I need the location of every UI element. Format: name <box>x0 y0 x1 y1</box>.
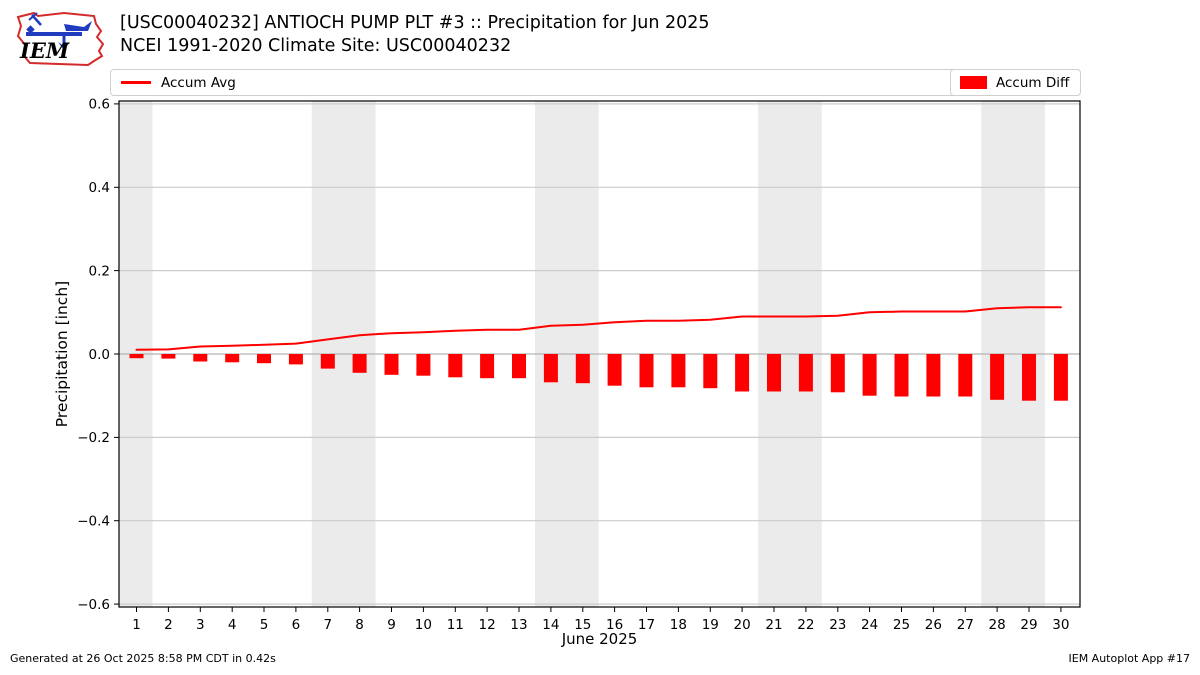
svg-text:22: 22 <box>797 617 814 633</box>
accum-avg-line <box>135 306 1062 351</box>
svg-text:10: 10 <box>415 617 432 633</box>
svg-text:17: 17 <box>638 617 655 633</box>
svg-text:−0.4: −0.4 <box>77 514 110 530</box>
svg-text:13: 13 <box>510 617 527 633</box>
svg-text:26: 26 <box>925 617 942 633</box>
iowa-outline-icon <box>16 11 105 67</box>
svg-text:5: 5 <box>260 617 269 633</box>
svg-text:0.2: 0.2 <box>89 263 110 279</box>
legend-box: Accum Avg <box>110 69 1081 96</box>
chart-title-line2: NCEI 1991-2020 Climate Site: USC00040232 <box>120 36 512 56</box>
x-axis-label: June 2025 <box>561 630 638 648</box>
svg-text:15: 15 <box>574 617 591 633</box>
svg-text:30: 30 <box>1052 617 1069 633</box>
svg-text:7: 7 <box>324 617 333 633</box>
svg-text:4: 4 <box>228 617 237 633</box>
svg-text:1: 1 <box>132 617 141 633</box>
plot-frame <box>118 100 1081 608</box>
svg-text:16: 16 <box>606 617 623 633</box>
svg-text:12: 12 <box>479 617 496 633</box>
legend-entry-accum-avg: Accum Avg <box>111 75 236 91</box>
y-axis: −0.6 −0.4 −0.2 0.0 0.2 0.4 0.6 <box>77 97 1080 613</box>
accum-diff-bar-swatch <box>960 76 987 89</box>
y-axis-label: Precipitation [inch] <box>53 281 71 427</box>
svg-text:3: 3 <box>196 617 205 633</box>
iem-logo: IEM <box>8 4 110 70</box>
generated-timestamp: Generated at 26 Oct 2025 8:58 PM CDT in … <box>10 652 276 665</box>
svg-text:14: 14 <box>542 617 559 633</box>
svg-text:6: 6 <box>292 617 301 633</box>
legend-box-accum-diff: Accum Diff <box>950 69 1081 96</box>
iem-logo-graphic: IEM <box>16 11 105 67</box>
svg-text:29: 29 <box>1020 617 1037 633</box>
chart-title-line1: [USC00040232] ANTIOCH PUMP PLT #3 :: Pre… <box>120 13 710 33</box>
svg-text:9: 9 <box>387 617 396 633</box>
svg-text:0.4: 0.4 <box>89 180 110 196</box>
accum-diff-label: Accum Diff <box>996 74 1070 91</box>
svg-text:24: 24 <box>861 617 878 633</box>
svg-text:27: 27 <box>957 617 974 633</box>
svg-text:21: 21 <box>765 617 782 633</box>
svg-text:−0.2: −0.2 <box>77 430 110 446</box>
accum-avg-line-swatch <box>121 81 151 84</box>
weathervane-icon <box>26 12 92 50</box>
accum-diff-bars <box>129 354 1068 401</box>
accum-avg-label: Accum Avg <box>161 74 236 91</box>
svg-text:−0.6: −0.6 <box>77 597 110 613</box>
svg-text:0.0: 0.0 <box>89 347 110 363</box>
svg-text:11: 11 <box>447 617 464 633</box>
svg-text:0.6: 0.6 <box>89 97 110 113</box>
svg-text:28: 28 <box>989 617 1006 633</box>
x-axis: 1 2 3 4 5 6 7 8 9 10 11 12 13 14 15 16 17 18 19 20 21 22 23 24 2… <box>132 607 1069 633</box>
app-credit: IEM Autoplot App #17 <box>1068 652 1191 665</box>
chart-title: [USC00040232] ANTIOCH PUMP PLT #3 :: Pre… <box>120 12 710 58</box>
svg-text:25: 25 <box>893 617 910 633</box>
svg-text:19: 19 <box>702 617 719 633</box>
svg-text:18: 18 <box>670 617 687 633</box>
svg-text:20: 20 <box>734 617 751 633</box>
iem-logo-text: IEM <box>19 38 70 63</box>
svg-text:2: 2 <box>164 617 173 633</box>
svg-text:8: 8 <box>355 617 364 633</box>
svg-text:23: 23 <box>829 617 846 633</box>
